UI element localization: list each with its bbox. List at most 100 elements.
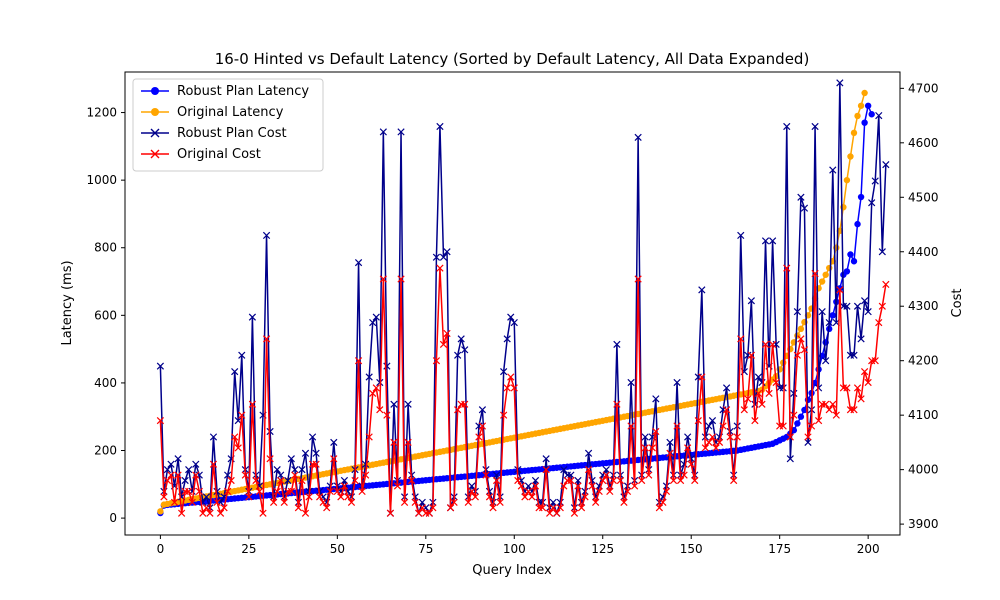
data-point bbox=[800, 346, 809, 354]
data-point bbox=[270, 498, 278, 506]
data-point bbox=[393, 482, 402, 490]
data-point bbox=[163, 476, 172, 485]
data-point bbox=[436, 264, 444, 272]
data-point bbox=[372, 313, 380, 321]
data-point bbox=[461, 400, 469, 408]
data-point bbox=[376, 406, 384, 414]
data-point bbox=[666, 449, 674, 457]
data-point bbox=[673, 378, 681, 387]
data-point bbox=[627, 422, 635, 430]
data-point bbox=[333, 487, 341, 496]
y-axis-label-left: Latency (ms) bbox=[60, 260, 75, 345]
legend-marker bbox=[151, 108, 159, 116]
data-point bbox=[238, 411, 246, 419]
x-tick-label: 175 bbox=[768, 542, 791, 556]
data-point bbox=[793, 351, 801, 359]
data-point bbox=[524, 482, 533, 490]
data-point bbox=[429, 504, 437, 512]
data-point bbox=[570, 509, 579, 517]
data-point bbox=[326, 487, 334, 496]
data-point bbox=[871, 357, 879, 365]
data-point bbox=[722, 384, 731, 392]
data-point bbox=[397, 128, 405, 136]
data-point bbox=[404, 438, 412, 447]
data-point bbox=[446, 504, 455, 512]
legend-label: Original Cost bbox=[177, 147, 261, 162]
data-point bbox=[836, 79, 844, 87]
data-point bbox=[500, 367, 508, 376]
data-point bbox=[337, 493, 345, 501]
data-point bbox=[875, 111, 883, 120]
data-point bbox=[291, 471, 299, 479]
data-point bbox=[609, 476, 617, 485]
legend-entry: Original Cost bbox=[141, 147, 261, 162]
data-point bbox=[715, 438, 724, 447]
data-point bbox=[248, 400, 257, 408]
data-point bbox=[705, 422, 713, 430]
data-point bbox=[599, 476, 607, 485]
data-point bbox=[602, 471, 610, 479]
data-point bbox=[850, 406, 858, 414]
data-point bbox=[280, 498, 288, 506]
data-point bbox=[730, 476, 738, 485]
data-point bbox=[627, 378, 635, 387]
data-point bbox=[860, 367, 869, 376]
data-point bbox=[174, 455, 182, 463]
data-point bbox=[471, 493, 479, 501]
y-tick-label-left: 0 bbox=[109, 511, 117, 525]
x-tick-label: 200 bbox=[857, 542, 880, 556]
data-point bbox=[390, 438, 398, 447]
data-point bbox=[822, 271, 829, 278]
y-tick-label-left: 1200 bbox=[86, 106, 117, 120]
data-point bbox=[485, 493, 494, 501]
data-point bbox=[454, 351, 462, 359]
data-point bbox=[500, 411, 508, 419]
legend: Robust Plan Latency Original Latency Robus… bbox=[132, 78, 324, 172]
data-point bbox=[783, 122, 791, 131]
data-point bbox=[832, 411, 840, 419]
data-point bbox=[779, 422, 787, 430]
data-point bbox=[354, 259, 363, 267]
data-point bbox=[287, 487, 295, 496]
data-point bbox=[652, 427, 660, 436]
data-point bbox=[546, 509, 554, 517]
data-point bbox=[864, 308, 872, 316]
data-point bbox=[478, 406, 487, 414]
data-point bbox=[308, 433, 317, 441]
data-point bbox=[521, 493, 529, 501]
data-point bbox=[659, 498, 667, 506]
data-point bbox=[655, 504, 663, 512]
y-tick-label-left: 800 bbox=[94, 241, 117, 255]
data-point bbox=[871, 177, 879, 185]
data-point bbox=[768, 237, 777, 245]
data-point bbox=[351, 476, 359, 485]
data-point bbox=[418, 498, 426, 506]
data-point bbox=[577, 504, 586, 512]
data-point bbox=[641, 433, 649, 441]
data-point bbox=[354, 357, 363, 365]
data-point bbox=[507, 313, 515, 321]
data-point bbox=[252, 476, 260, 485]
data-point bbox=[156, 362, 165, 370]
data-point bbox=[284, 476, 292, 485]
data-point bbox=[369, 318, 377, 327]
data-point bbox=[687, 460, 695, 468]
data-point bbox=[549, 504, 557, 512]
data-point bbox=[266, 455, 274, 463]
data-point bbox=[772, 378, 780, 387]
y-axis-label-right: Cost bbox=[950, 289, 965, 318]
data-point bbox=[330, 438, 338, 447]
data-point bbox=[273, 487, 281, 496]
data-point bbox=[804, 438, 812, 447]
data-point bbox=[634, 133, 642, 141]
data-point bbox=[369, 389, 377, 398]
data-point bbox=[496, 498, 504, 506]
data-point bbox=[584, 466, 593, 474]
data-point bbox=[163, 466, 172, 474]
data-point bbox=[847, 251, 854, 258]
data-point bbox=[259, 509, 267, 517]
data-point bbox=[758, 400, 766, 408]
data-point bbox=[379, 275, 387, 283]
data-point bbox=[365, 373, 373, 381]
data-point bbox=[464, 498, 472, 506]
